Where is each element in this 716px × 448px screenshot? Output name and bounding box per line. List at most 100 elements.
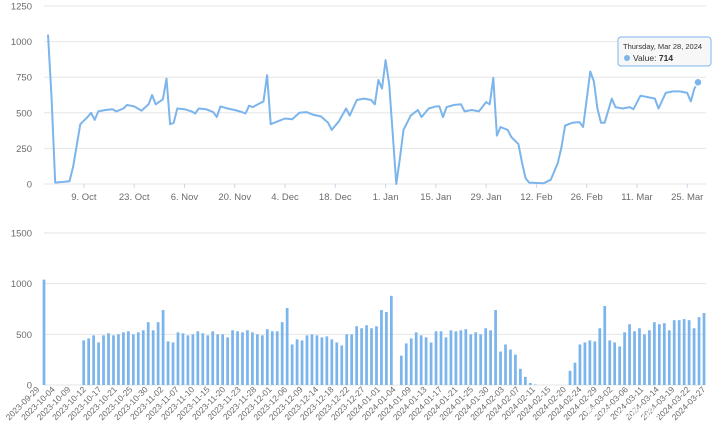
bar [275,331,279,385]
x-tick-label: 1. Jan [373,192,399,203]
bar [484,328,488,385]
bar [509,349,512,385]
bar [246,330,249,385]
bar [469,334,473,385]
x-tick-label: 6. Nov [171,192,199,203]
bar [256,334,259,385]
bar [315,335,319,385]
bar [514,354,517,385]
y-tick-label: 500 [16,108,32,119]
bar [141,330,145,385]
bar [399,355,403,385]
x-tick-label: 26. Feb [571,192,603,203]
bar [429,342,433,385]
x-tick-label: 11. Mar [621,192,653,203]
line-chart-y-axis: 0 250 500 750 1000 1250 [11,2,32,191]
bar [236,331,239,385]
x-tick-label: 25. Mar [671,192,703,203]
tooltip-value-line: Value: 714 [633,53,673,63]
line-chart-x-axis: 9. Oct 23. Oct 6. Nov 20. Nov 4. Dec 18. Dec 1… [71,184,703,203]
y-tick-label: 0 [27,381,32,392]
y-tick-label: 250 [16,144,32,155]
bar [454,331,458,385]
bar [692,328,696,385]
hover-marker[interactable] [693,77,703,88]
tooltip: Thursday, Mar 28, 2024 Value: 714 [617,36,712,67]
bar [618,346,621,385]
bar [181,333,185,385]
bar [156,322,160,385]
bar [161,310,165,385]
bar [528,382,532,385]
bar [380,310,383,385]
bar [677,320,681,385]
bar [519,368,522,385]
y-tick-label: 1250 [11,2,32,13]
bar [151,330,155,385]
bar [226,337,229,385]
bar [131,334,135,385]
bar [682,319,686,385]
bar [424,337,428,385]
bar [414,332,418,385]
bar [325,336,329,385]
bar [176,332,180,385]
bar [310,334,314,385]
bar-chart-y-axis: 0 500 1000 1500 [11,229,32,392]
y-tick-label: 1000 [11,279,32,290]
bar [613,342,617,385]
bar [638,328,641,385]
bar [608,340,612,385]
bar [112,335,115,385]
tooltip-value: 714 [659,53,673,63]
bar [687,320,691,385]
bar [345,334,349,385]
bar [464,329,468,385]
bar [568,370,572,385]
bar [97,342,100,385]
bar [702,313,706,385]
y-tick-label: 1500 [11,229,32,240]
line-chart: 0 250 500 750 1000 1250 9. Oct 23. Oct 6. Nov 20… [11,2,712,203]
bar [196,331,200,385]
line-chart-grid [44,5,706,185]
bar [270,331,274,385]
bar [117,334,120,385]
bar [320,337,324,385]
bar [340,345,344,385]
watermark: 知乎 @酷年 [585,405,659,421]
bar [295,339,299,385]
bar [409,338,413,385]
bar [489,330,492,385]
tooltip-date: Thursday, Mar 28, 2024 [623,42,702,51]
bar [107,333,110,385]
bar [474,332,478,385]
bar [479,334,483,385]
bar [171,342,175,385]
bar [697,317,701,385]
bar [285,307,289,385]
bar [449,330,453,385]
tooltip-box [617,36,712,67]
bar [166,341,170,385]
bar [434,331,438,385]
bar [231,330,234,385]
series-line [47,34,699,185]
bar [623,332,626,385]
bar [201,333,205,385]
bar [122,332,125,385]
bar [241,332,244,385]
bar [42,279,46,385]
bar-series [42,279,706,385]
tooltip-label: Value: [633,53,656,63]
bar [593,341,597,385]
bar [265,329,269,385]
y-tick-label: 750 [16,73,32,84]
bar [419,335,423,385]
bar [102,335,105,385]
bar [504,344,507,385]
y-tick-label: 500 [16,330,32,341]
bar [390,295,393,385]
bar [330,339,334,385]
